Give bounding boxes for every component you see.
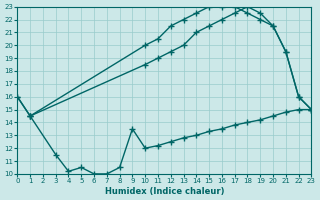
X-axis label: Humidex (Indice chaleur): Humidex (Indice chaleur) (105, 187, 224, 196)
